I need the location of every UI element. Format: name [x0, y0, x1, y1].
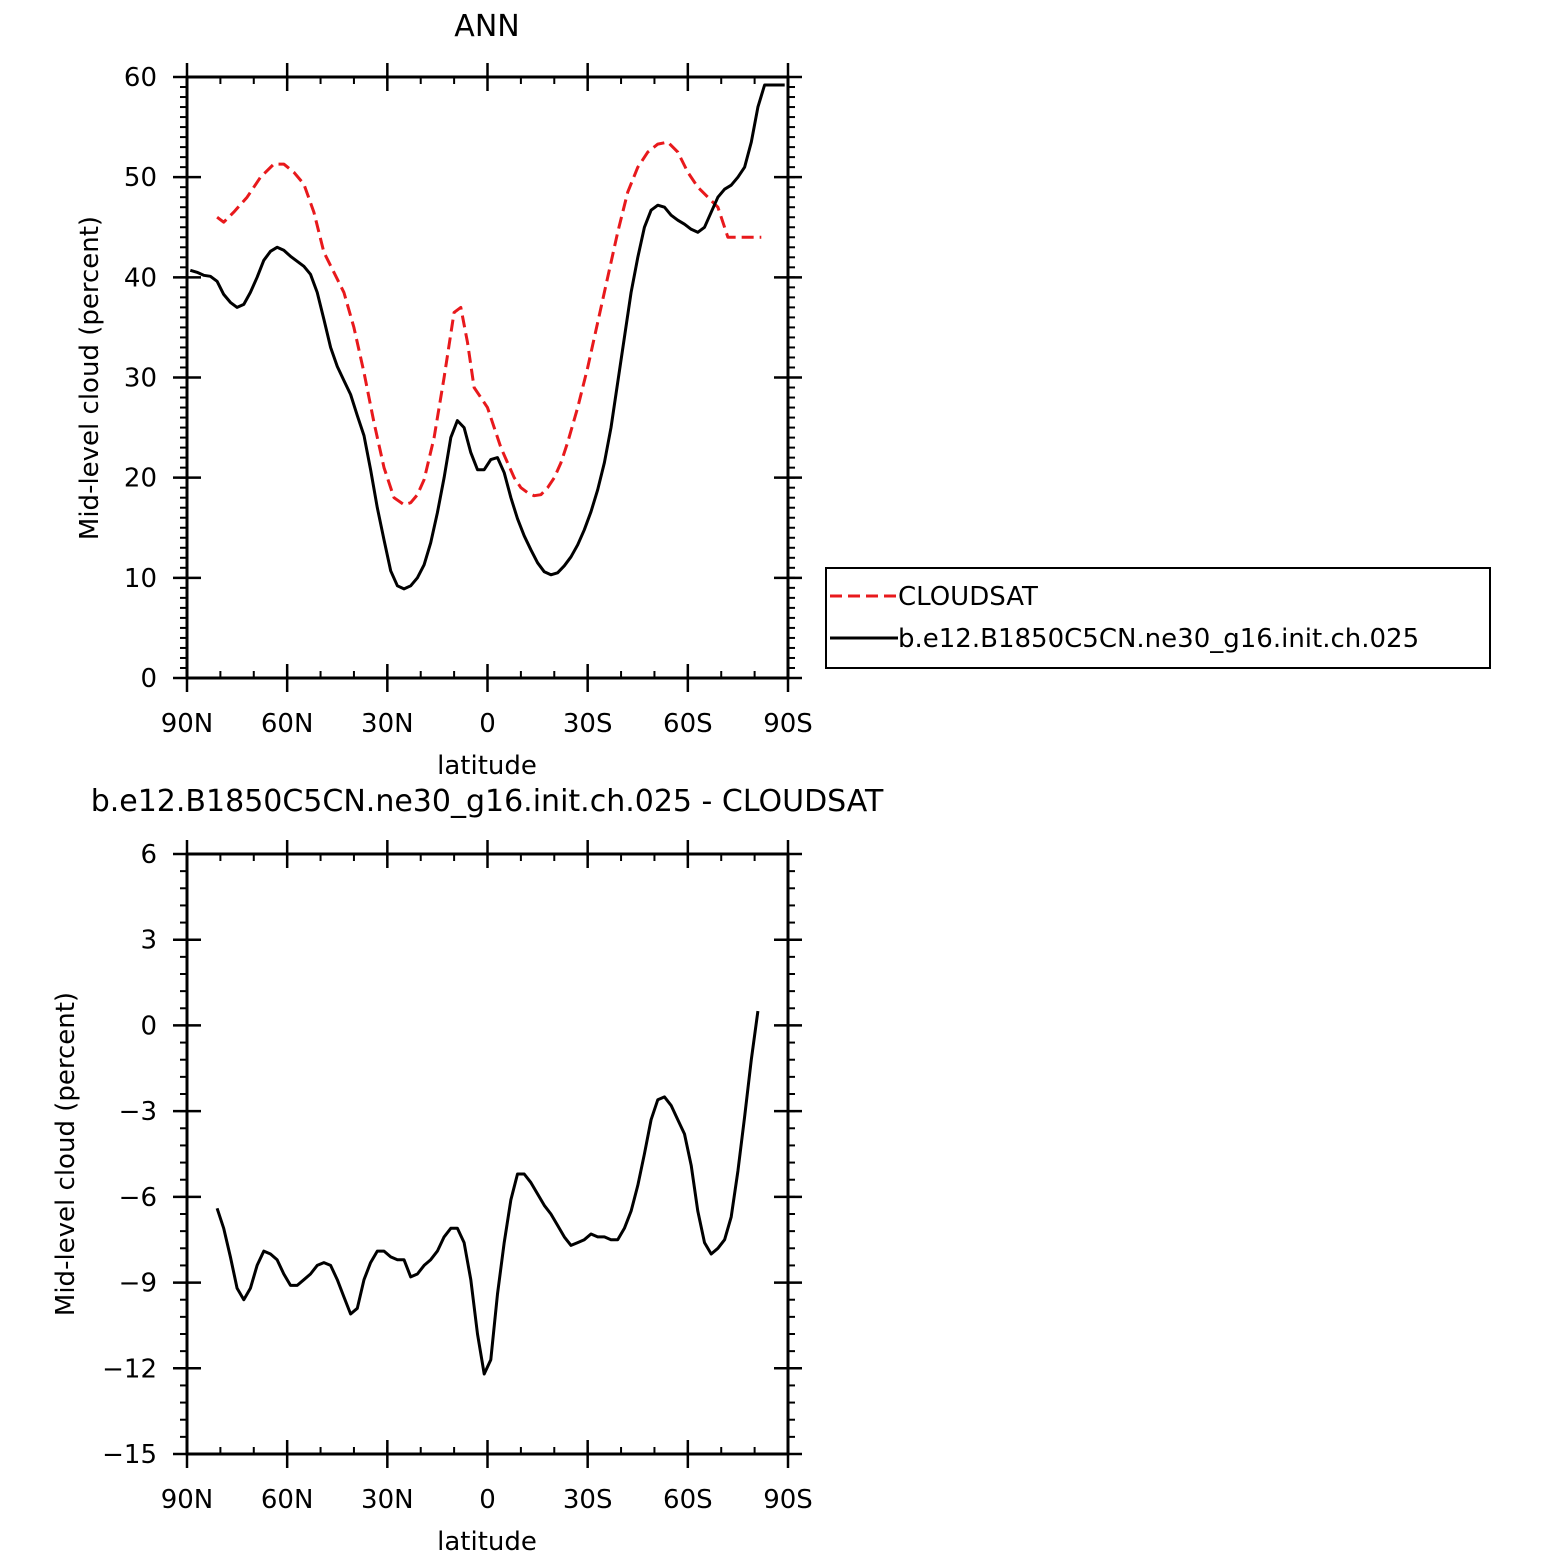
top-tick-labels: 90N 60N 30N 0 30S 60S 90S 0 10 20 30 40 50 60	[124, 63, 813, 739]
y-tick-label: 40	[124, 263, 157, 293]
series-line-cloudsat	[216, 140, 762, 507]
y-tick-label: 30	[124, 364, 157, 394]
x-tick-label: 0	[479, 709, 496, 739]
top-x-axis-title: latitude	[437, 751, 537, 781]
top-y-axis-title: Mid-level cloud (percent)	[75, 216, 105, 540]
y-tick-label: 20	[124, 464, 157, 494]
y-tick-label: 0	[140, 1011, 157, 1041]
y-tick-label: −12	[102, 1354, 157, 1384]
x-tick-label: 60S	[663, 709, 713, 739]
y-tick-label: −3	[119, 1097, 157, 1127]
top-plot-title: ANN	[454, 9, 519, 44]
x-tick-label: 90N	[161, 709, 214, 739]
y-tick-label: 50	[124, 163, 157, 193]
bottom-panel: b.e12.B1850C5CN.ne30_g16.init.ch.025 - C…	[51, 784, 884, 1557]
y-tick-label: −6	[119, 1183, 157, 1213]
top-plot-frame	[185, 75, 790, 680]
y-tick-label: 10	[124, 564, 157, 594]
x-tick-label: 90S	[763, 709, 813, 739]
y-tick-label: −9	[119, 1269, 157, 1299]
x-tick-label: 0	[479, 1485, 496, 1515]
bottom-plot-frame	[185, 852, 790, 1456]
legend-label-model: b.e12.B1850C5CN.ne30_g16.init.ch.025	[898, 624, 1419, 654]
bottom-series-lines	[215, 1010, 760, 1376]
y-tick-label: 60	[124, 63, 157, 93]
x-tick-label: 60N	[261, 709, 314, 739]
bottom-x-axis-title: latitude	[437, 1527, 537, 1557]
bottom-y-axis-title: Mid-level cloud (percent)	[51, 992, 81, 1316]
top-panel: ANN 90N 60N 30N 0 30S 60S 90S 0 10 20 30 40 50 60 lat…	[75, 9, 813, 781]
y-tick-label: 0	[140, 664, 157, 694]
x-tick-label: 60S	[663, 1485, 713, 1515]
x-tick-label: 30N	[361, 1485, 414, 1515]
top-series-lines	[189, 83, 785, 591]
y-tick-label: 6	[140, 840, 157, 870]
legend-box	[825, 567, 1491, 669]
series-line-b-e12-b1850c5cn-ne30-g16-init-ch-025	[189, 83, 785, 591]
legend: CLOUDSAT b.e12.B1850C5CN.ne30_g16.init.c…	[825, 567, 1491, 669]
top-axis-ticks	[173, 63, 802, 692]
bottom-axis-ticks	[173, 840, 802, 1468]
x-tick-label: 90S	[763, 1485, 813, 1515]
x-tick-label: 30S	[563, 1485, 613, 1515]
legend-label-cloudsat: CLOUDSAT	[898, 582, 1038, 612]
x-tick-label: 60N	[261, 1485, 314, 1515]
x-tick-label: 90N	[161, 1485, 214, 1515]
y-tick-label: −15	[102, 1440, 157, 1470]
x-tick-label: 30N	[361, 709, 414, 739]
x-tick-label: 30S	[563, 709, 613, 739]
y-tick-label: 3	[140, 926, 157, 956]
bottom-tick-labels: 90N 60N 30N 0 30S 60S 90S −15 −12 −9 −6 −3 0 3 6	[102, 840, 813, 1515]
bottom-plot-title: b.e12.B1850C5CN.ne30_g16.init.ch.025 - C…	[91, 784, 884, 819]
series-line-difference	[215, 1010, 760, 1376]
